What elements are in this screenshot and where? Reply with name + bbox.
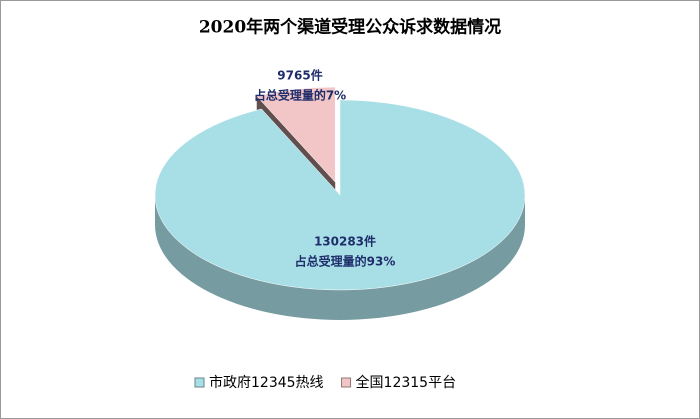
pie-slice (154, 99, 526, 320)
slice-top (154, 99, 526, 291)
legend-label: 市政府12345热线 (209, 374, 324, 391)
legend-swatch (194, 377, 205, 388)
legend-swatch (341, 377, 352, 388)
percent-label: 占总受理量的93% (295, 254, 396, 269)
slice-top (256, 86, 336, 183)
chart-title: 2020年两个渠道受理公众诉求数据情况 (199, 17, 501, 38)
data-label: 130283件 (314, 234, 376, 249)
legend-label: 全国12315平台 (356, 374, 457, 391)
data-label: 9765件 (277, 68, 322, 83)
slice-side (155, 195, 525, 320)
percent-label: 占总受理量的7% (254, 88, 346, 103)
